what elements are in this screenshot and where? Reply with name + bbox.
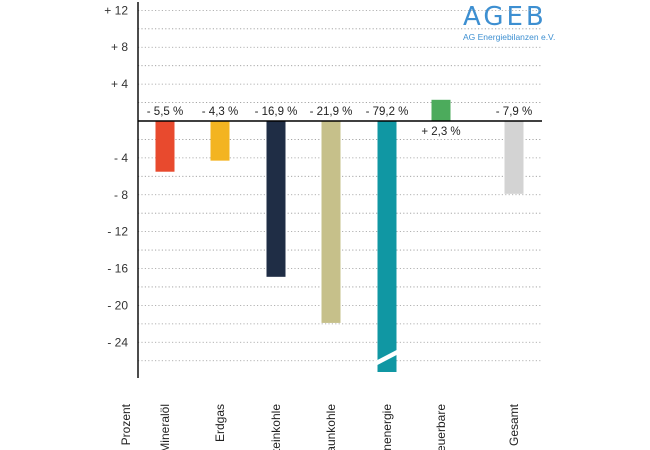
y-tick-label: - 24 [107,335,128,349]
y-tick-label: + 8 [111,40,128,54]
y-tick-label: - 8 [114,188,128,202]
ageb-logo: AGEB AG Energiebilanzen e.V. [463,2,555,42]
category-label: Kernenergie [380,404,394,450]
category-label: Steinkohle [269,404,283,450]
y-tick-label: - 20 [107,298,128,312]
value-label: - 79,2 % [366,106,409,118]
logo-name: AGEB [463,2,547,32]
bar-mineralöl [155,121,175,172]
bar-gesamt [504,121,524,194]
bar-kernenergie [377,121,397,372]
value-label: - 5,5 % [147,106,183,118]
value-label: + 2,3 % [421,126,460,138]
axis-break-mark [375,349,399,366]
category-label: Mineralöl [158,404,172,450]
value-label: - 16,9 % [255,106,298,118]
bar-steinkohle [266,121,286,277]
y-tick-label: + 4 [111,77,128,91]
category-label: Braunkohle [324,404,338,450]
value-label: - 21,9 % [310,106,353,118]
logo-subtitle: AG Energiebilanzen e.V. [463,32,556,42]
y-tick-label: - 16 [107,262,128,276]
value-label: - 4,3 % [202,106,238,118]
category-label: Gesamt [507,403,521,446]
bar-braunkohle [321,121,341,323]
bar-erdgas [210,121,230,161]
y-tick-label: - 4 [114,151,128,165]
y-tick-label: - 12 [107,225,128,239]
y-tick-label: + 12 [104,3,128,17]
category-label: Erdgas [213,404,227,442]
y-axis-label: Prozent [119,403,133,445]
category-label: Erneuerbare [434,404,448,450]
value-label: - 7,9 % [496,106,532,118]
bar-erneuerbare [431,99,451,121]
